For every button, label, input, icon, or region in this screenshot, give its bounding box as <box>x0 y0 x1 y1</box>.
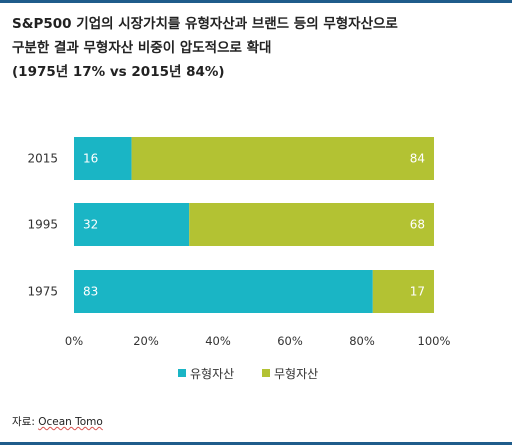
x-tick-label: 40% <box>205 334 231 348</box>
x-tick-label: 80% <box>349 334 375 348</box>
data-label-2015-series-1: 84 <box>410 152 425 166</box>
x-tick-label: 0% <box>65 334 83 348</box>
bar-2015-series-0 <box>74 137 132 180</box>
x-tick-label: 20% <box>133 334 159 348</box>
bar-1995-series-0 <box>74 203 190 246</box>
bottom-rule <box>0 442 512 445</box>
data-label-1975-series-1: 17 <box>410 285 425 299</box>
category-label-1995: 1995 <box>27 218 58 232</box>
bar-1995-series-1 <box>189 203 434 246</box>
data-label-1995-series-1: 68 <box>410 218 425 232</box>
x-tick-label: 60% <box>277 334 303 348</box>
category-label-1975: 1975 <box>27 285 58 299</box>
title-line-3: (1975년 17% vs 2015년 84%) <box>12 64 225 80</box>
data-label-1995-series-0: 32 <box>83 218 98 232</box>
legend-label-0: 유형자산 <box>190 367 234 381</box>
legend-swatch-1 <box>262 369 270 377</box>
title-line-2: 구분한 결과 무형자산 비중이 압도적으로 확대 <box>12 40 272 56</box>
bar-2015-series-1 <box>131 137 434 180</box>
top-rule <box>0 0 512 3</box>
bar-1975-series-0 <box>74 270 373 313</box>
source-note: 자료: Ocean Tomo <box>12 414 103 429</box>
source-name: Ocean Tomo <box>38 416 103 428</box>
data-label-1975-series-0: 83 <box>83 285 98 299</box>
bar-1975-series-1 <box>372 270 434 313</box>
title-line-1: S&P500 기업의 시장가치를 유형자산과 브랜드 등의 무형자산으로 <box>12 16 398 32</box>
chart-title: S&P500 기업의 시장가치를 유형자산과 브랜드 등의 무형자산으로 구분한… <box>12 12 502 84</box>
legend-swatch-0 <box>178 369 186 377</box>
category-label-2015: 2015 <box>27 152 58 166</box>
legend-label-1: 무형자산 <box>274 367 318 381</box>
data-label-2015-series-0: 16 <box>83 152 98 166</box>
source-label: 자료: <box>12 416 35 428</box>
x-tick-label: 100% <box>418 334 451 348</box>
